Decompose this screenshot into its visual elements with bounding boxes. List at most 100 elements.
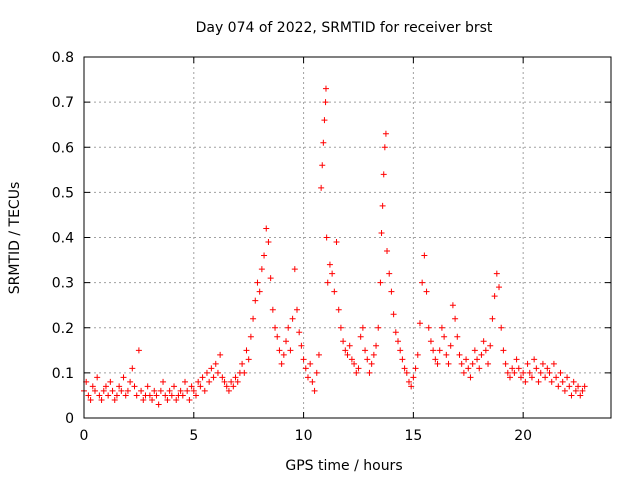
data-point [509, 365, 516, 372]
data-point [307, 360, 314, 367]
data-point [359, 324, 366, 331]
data-point [548, 378, 555, 385]
data-point [377, 279, 384, 286]
data-point [476, 365, 483, 372]
data-point [98, 396, 105, 403]
data-point [487, 342, 494, 349]
y-tick-label: 0.4 [52, 231, 74, 247]
data-point [289, 315, 296, 322]
y-tick-label: 0.6 [52, 140, 74, 156]
tick-labels: 0 0.1 0.2 0.3 0.4 0.5 0.6 0.7 0.8 0 5 10 15 20 [52, 50, 532, 444]
data-point [478, 351, 485, 358]
data-point [337, 324, 344, 331]
y-tick-label: 0.2 [52, 321, 74, 337]
data-point [579, 387, 586, 394]
data-point [416, 320, 423, 327]
data-point [272, 324, 279, 331]
data-point [304, 374, 311, 381]
data-point [392, 329, 399, 336]
data-point [315, 351, 322, 358]
data-point [247, 333, 254, 340]
data-point [346, 342, 353, 349]
data-point [166, 387, 173, 394]
plot-frame [83, 56, 612, 419]
data-point [382, 130, 389, 137]
data-point [414, 351, 421, 358]
data-point [113, 392, 120, 399]
data-point [397, 347, 404, 354]
y-tick-label: 0.7 [52, 95, 74, 111]
data-point [362, 347, 369, 354]
data-point [511, 369, 518, 376]
data-point [364, 356, 371, 363]
data-point [500, 347, 507, 354]
data-point [348, 356, 355, 363]
y-tick-label: 0 [65, 411, 74, 427]
data-point [199, 374, 206, 381]
data-point [160, 378, 167, 385]
data-point [261, 252, 268, 259]
data-point [380, 171, 387, 178]
data-point [116, 383, 123, 390]
data-point [105, 392, 112, 399]
data-point [102, 383, 109, 390]
data-point [173, 396, 180, 403]
data-point [333, 239, 340, 246]
y-axis-label: SRMTID / TECUs [7, 182, 23, 295]
data-point [544, 365, 551, 372]
data-point [291, 266, 298, 273]
data-point [179, 392, 186, 399]
data-point [405, 378, 412, 385]
data-point [482, 347, 489, 354]
data-point [504, 369, 511, 376]
data-point [575, 383, 582, 390]
data-point [120, 374, 127, 381]
data-point [177, 387, 184, 394]
data-point [467, 374, 474, 381]
data-point [570, 378, 577, 385]
data-point [344, 351, 351, 358]
data-point [331, 288, 338, 295]
data-point [465, 365, 472, 372]
data-point [162, 392, 169, 399]
data-point [496, 284, 503, 291]
data-point [258, 266, 265, 273]
grid-lines [84, 57, 611, 418]
data-point [386, 270, 393, 277]
data-point [274, 333, 281, 340]
data-point [182, 378, 189, 385]
data-point [524, 360, 531, 367]
y-tick-label: 0.8 [52, 50, 74, 66]
data-point [555, 383, 562, 390]
data-point [149, 396, 156, 403]
data-point [100, 387, 107, 394]
data-point [223, 383, 230, 390]
data-point [355, 365, 362, 372]
data-point [146, 392, 153, 399]
data-point [129, 365, 136, 372]
data-point [192, 392, 199, 399]
data-point [447, 342, 454, 349]
data-point [252, 297, 259, 304]
data-point [256, 288, 263, 295]
data-point [197, 383, 204, 390]
data-point [171, 383, 178, 390]
data-point [107, 378, 114, 385]
data-point [445, 360, 452, 367]
data-point [293, 306, 300, 313]
data-point [239, 360, 246, 367]
data-point [212, 360, 219, 367]
data-point [96, 392, 103, 399]
data-point [452, 315, 459, 322]
data-point [324, 279, 331, 286]
data-point [250, 315, 257, 322]
data-point [423, 288, 430, 295]
data-point [469, 360, 476, 367]
data-point [87, 396, 94, 403]
data-point [520, 369, 527, 376]
data-point [351, 360, 358, 367]
data-point [432, 356, 439, 363]
data-point [502, 360, 509, 367]
data-point [122, 392, 129, 399]
data-point [287, 347, 294, 354]
